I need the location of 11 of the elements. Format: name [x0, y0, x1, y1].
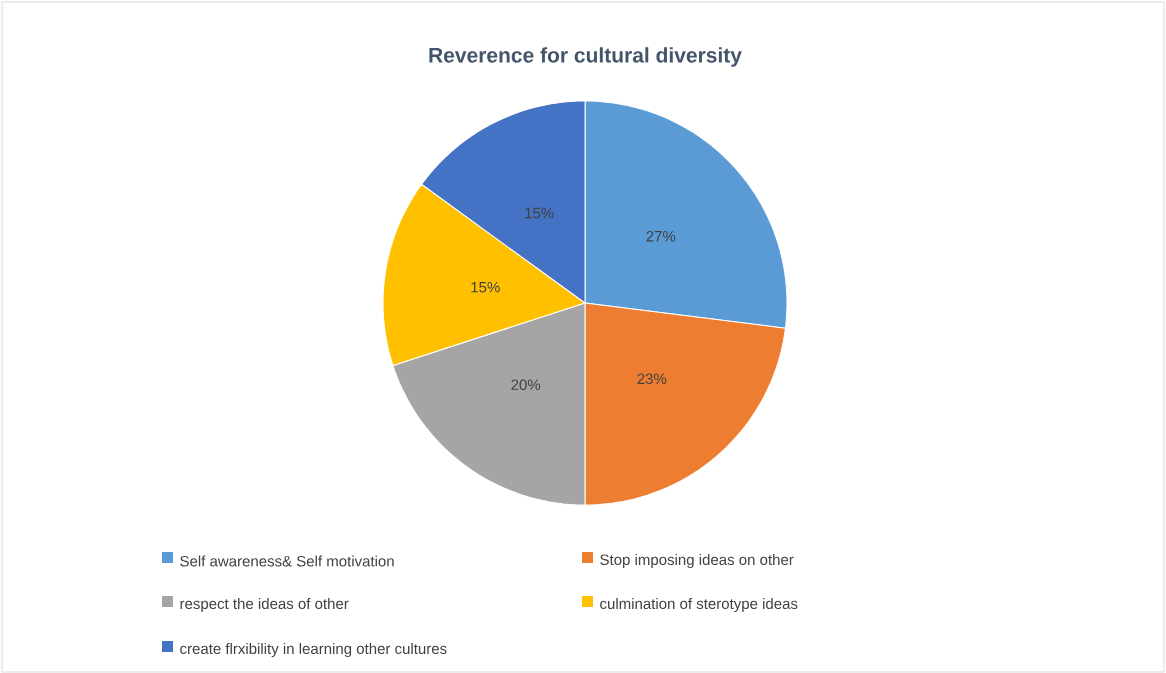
- legend-label: respect the ideas of other: [180, 598, 349, 612]
- legend-label: Stop imposing ideas on other: [600, 554, 794, 568]
- legend-label: Self awareness& Self motivation: [180, 555, 394, 567]
- legend-label: create flrxibility in learning other cultures: [180, 643, 447, 657]
- data-label: 27%: [646, 230, 676, 242]
- legend-label: culmination of sterotype ideas: [600, 598, 798, 612]
- data-label: 15%: [525, 207, 554, 219]
- data-label: 23%: [637, 373, 667, 385]
- data-label: 15%: [471, 281, 500, 293]
- data-label: 20%: [511, 379, 541, 391]
- chart-title: Reverence for cultural diversity: [429, 47, 742, 67]
